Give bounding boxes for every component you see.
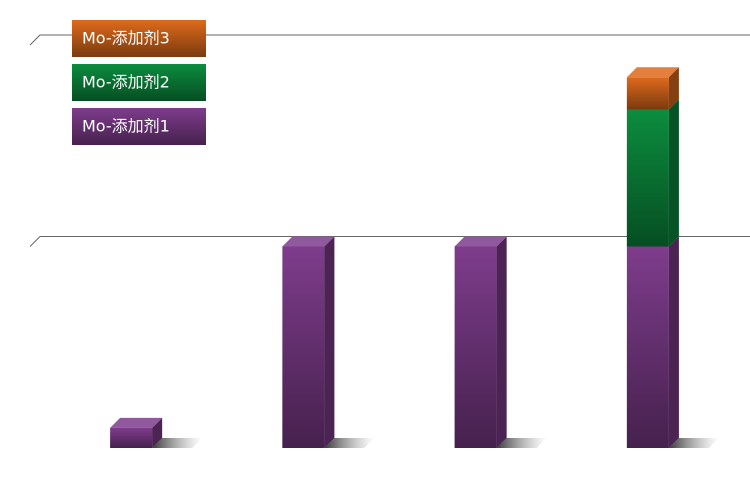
bar-side-shade [324,236,335,448]
legend-shade [72,108,206,145]
legend-label: Mo-添加剂1 [82,117,170,136]
bar-side-shade [668,236,679,448]
bar-side-shade [496,236,507,448]
legend-label: Mo-添加剂2 [82,73,170,92]
bar-top [626,67,679,78]
bar-side [496,236,507,448]
bar-shade [626,246,669,448]
bar-top-light [282,236,335,247]
bar-side-shade [668,99,679,247]
bar-side-shade [668,67,679,110]
bar-side [324,236,335,448]
bar-top [454,236,507,247]
bar-top-light [626,67,679,78]
bar-shade [282,246,325,448]
legend-shade [72,64,206,101]
grid-line [29,34,750,46]
bar-shadow [152,438,203,448]
bar-top [282,236,335,247]
bar-side [152,417,163,448]
bar-side [668,67,679,110]
bar-shade [626,109,669,247]
legend-label: Mo-添加剂3 [82,29,170,48]
bar-shadow [324,438,375,448]
bar-shadow [668,438,719,448]
bar-top-light [110,417,163,428]
bar-top-light [454,236,507,247]
bar-side-shade [152,417,163,448]
legend-shade [72,20,206,57]
bar-shade [454,246,497,448]
bar-side [668,99,679,247]
grid-line [29,236,750,247]
bar-shade [626,77,669,110]
bar-shade [110,427,153,448]
bar-shadow [496,438,547,448]
bar-side [668,236,679,448]
bar-top [110,417,163,428]
